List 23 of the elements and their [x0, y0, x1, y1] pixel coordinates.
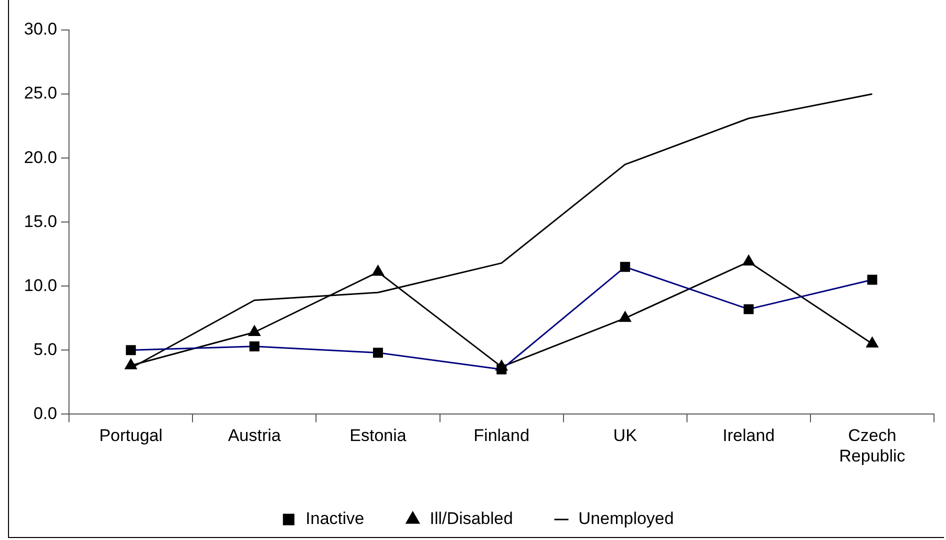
point	[619, 311, 632, 322]
y-tick-label: 25.0	[24, 84, 58, 103]
point	[124, 358, 137, 370]
y-tick-label: 5.0	[33, 340, 58, 359]
legend-label: Inactive	[306, 509, 364, 528]
y-tick-label: 30.0	[24, 20, 58, 39]
y-tick-label: 20.0	[24, 148, 58, 167]
point	[866, 337, 878, 348]
x-tick-label: Estonia	[350, 426, 407, 446]
x-tick-label: UK	[613, 426, 638, 446]
y-tick-label: 15.0	[24, 212, 58, 231]
x-tick-label: Ireland	[722, 426, 775, 446]
y-tick-label: 0.0	[33, 404, 58, 423]
x-tick-label: Portugal	[99, 426, 163, 446]
point	[248, 325, 260, 336]
x-tick-label: Finland	[474, 426, 530, 446]
y-tick-label: 10.0	[24, 276, 58, 295]
x-tick-label: Austria	[228, 426, 282, 446]
point	[372, 265, 384, 276]
x-tick-label: Czech Republic	[839, 426, 906, 466]
legend-label: Ill/Disabled	[430, 509, 513, 528]
legend-label: Unemployed	[578, 509, 674, 528]
point	[742, 255, 755, 266]
